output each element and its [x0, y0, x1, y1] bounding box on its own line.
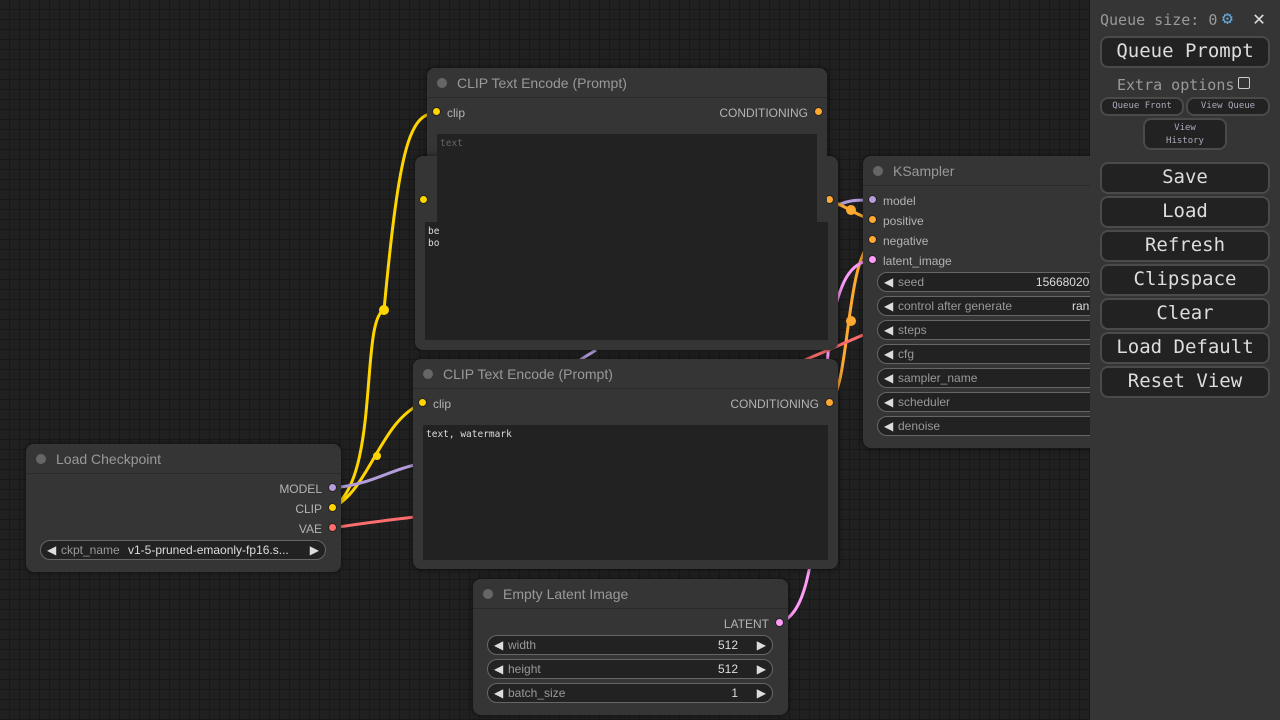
decrement-arrow-icon[interactable]: ◀ — [884, 299, 894, 313]
load-button[interactable]: Load — [1100, 196, 1270, 228]
decrement-arrow-icon[interactable]: ◀ — [494, 686, 504, 700]
node-title[interactable]: CLIP Text Encode (Prompt) — [427, 68, 827, 98]
load-default-button[interactable]: Load Default — [1100, 332, 1270, 364]
clip-input-label: clip — [447, 106, 466, 120]
view-history-button[interactable]: View History — [1143, 118, 1227, 150]
collapse-dot[interactable] — [483, 589, 493, 599]
increment-arrow-icon[interactable]: ▶ — [756, 662, 766, 676]
clip-input-slot[interactable] — [432, 107, 441, 116]
decrement-arrow-icon[interactable]: ◀ — [494, 638, 504, 652]
wire-model — [579, 348, 597, 362]
latent-output-slot[interactable] — [775, 618, 784, 627]
increment-arrow-icon[interactable]: ▶ — [756, 686, 766, 700]
clip-text-encode-negative-node[interactable]: CLIP Text Encode (Prompt) clip CONDITION… — [413, 359, 838, 569]
load-checkpoint-node[interactable]: Load Checkpoint MODEL CLIP VAE ◀ ckpt_nam… — [26, 444, 341, 572]
decrement-arrow-icon[interactable]: ◀ — [884, 419, 894, 433]
wire-vae — [331, 515, 416, 530]
ckpt-name-combo[interactable]: ◀ ckpt_name v1-5-pruned-emaonly-fp16.s... ▶ — [40, 540, 326, 560]
decrement-arrow-icon[interactable]: ◀ — [884, 275, 894, 289]
collapse-dot[interactable] — [873, 166, 883, 176]
latent-output-label: LATENT — [723, 617, 769, 631]
conditioning-output-slot[interactable] — [814, 107, 823, 116]
reset-view-button[interactable]: Reset View — [1100, 366, 1270, 398]
extra-options-checkbox[interactable] — [1238, 77, 1250, 89]
prompt-textarea-negative[interactable]: text, watermark — [423, 425, 828, 560]
model-input-slot[interactable] — [868, 195, 877, 204]
vae-output-label: VAE — [298, 522, 322, 536]
positive-input-slot[interactable] — [868, 215, 877, 224]
clipspace-button[interactable]: Clipspace — [1100, 264, 1270, 296]
prompt-textarea-positive[interactable]: text — [437, 134, 817, 222]
decrement-arrow-icon[interactable]: ◀ — [884, 323, 894, 337]
clip-output-slot[interactable] — [328, 503, 337, 512]
sampler-name-widget[interactable]: ◀ sampler_name — [877, 368, 1123, 388]
save-button[interactable]: Save — [1100, 162, 1270, 194]
textarea-scrollbar[interactable] — [817, 134, 827, 222]
seed-widget[interactable]: ◀ seed 156680208 — [877, 272, 1123, 292]
steps-widget[interactable]: ◀ steps — [877, 320, 1123, 340]
clip-input-slot[interactable] — [419, 195, 428, 204]
node-title[interactable]: KSampler — [863, 156, 1123, 186]
collapse-dot[interactable] — [437, 78, 447, 88]
model-input-label: model — [883, 194, 916, 208]
extra-options-label: Extra options — [1117, 76, 1235, 94]
ksampler-node[interactable]: KSampler model positive negative latent_… — [863, 156, 1123, 448]
cfg-widget[interactable]: ◀ cfg — [877, 344, 1123, 364]
wire-model — [331, 463, 416, 490]
vae-output-slot[interactable] — [328, 523, 337, 532]
clip-output-label: CLIP — [295, 502, 322, 516]
queue-front-button[interactable]: Queue Front — [1100, 97, 1184, 116]
collapse-dot[interactable] — [423, 369, 433, 379]
queue-size-label: Queue size: 0 — [1100, 11, 1218, 29]
close-icon[interactable]: ✕ — [1253, 6, 1266, 30]
queue-menu-panel: Queue size: 0 ⚙ ✕ Queue Prompt Extra opt… — [1090, 0, 1280, 720]
decrement-arrow-icon[interactable]: ◀ — [494, 662, 504, 676]
positive-input-label: positive — [883, 214, 924, 228]
decrement-arrow-icon[interactable]: ◀ — [884, 371, 894, 385]
latent-image-input-label: latent_image — [883, 254, 952, 268]
clip-input-label: clip — [433, 397, 452, 411]
control-after-generate-widget[interactable]: ◀ control after generate ran — [877, 296, 1123, 316]
clear-button[interactable]: Clear — [1100, 298, 1270, 330]
conditioning-output-label: CONDITIONING — [719, 106, 808, 120]
collapse-dot[interactable] — [36, 454, 46, 464]
node-title[interactable]: Empty Latent Image — [473, 579, 788, 609]
model-output-label: MODEL — [279, 482, 322, 496]
node-title[interactable]: Load Checkpoint — [26, 444, 341, 474]
queue-prompt-button[interactable]: Queue Prompt — [1100, 36, 1270, 68]
denoise-widget[interactable]: ◀ denoise — [877, 416, 1123, 436]
empty-latent-image-node[interactable]: Empty Latent Image LATENT ◀ width 512 ▶ ◀ he… — [473, 579, 788, 715]
decrement-arrow-icon[interactable]: ◀ — [884, 347, 894, 361]
next-arrow-icon[interactable]: ▶ — [309, 543, 319, 557]
model-output-slot[interactable] — [328, 483, 337, 492]
gear-icon[interactable]: ⚙ — [1222, 8, 1233, 29]
decrement-arrow-icon[interactable]: ◀ — [884, 395, 894, 409]
negative-input-slot[interactable] — [868, 235, 877, 244]
batch-size-widget[interactable]: ◀ batch_size 1 ▶ — [487, 683, 773, 703]
node-title[interactable]: CLIP Text Encode (Prompt) — [413, 359, 838, 389]
view-queue-button[interactable]: View Queue — [1186, 97, 1270, 116]
increment-arrow-icon[interactable]: ▶ — [756, 638, 766, 652]
conditioning-output-slot[interactable] — [825, 398, 834, 407]
refresh-button[interactable]: Refresh — [1100, 230, 1270, 262]
prev-arrow-icon[interactable]: ◀ — [47, 543, 57, 557]
negative-input-label: negative — [883, 234, 929, 248]
height-widget[interactable]: ◀ height 512 ▶ — [487, 659, 773, 679]
prompt-textarea[interactable]: be bo — [425, 222, 828, 340]
conditioning-output-label: CONDITIONING — [730, 397, 819, 411]
scheduler-widget[interactable]: ◀ scheduler — [877, 392, 1123, 412]
width-widget[interactable]: ◀ width 512 ▶ — [487, 635, 773, 655]
clip-input-slot[interactable] — [418, 398, 427, 407]
latent-image-input-slot[interactable] — [868, 255, 877, 264]
